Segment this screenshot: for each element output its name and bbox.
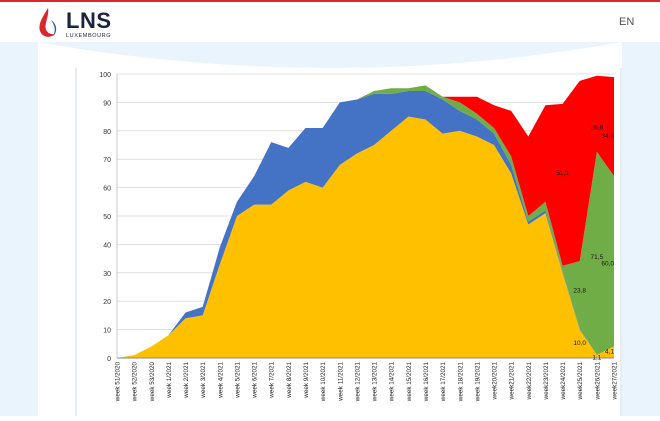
x-tick-label: week 2/2021 [183,362,190,399]
area-4472c4-series [117,91,614,358]
x-tick-label: week 13/2021 [372,362,379,403]
x-tick-label: week22/2021 [526,362,533,401]
x-tick-label: week 18/2021 [457,362,464,403]
x-tick-label: week25/2021 [577,362,584,401]
area-ffc000-series [117,116,614,358]
x-tick-label: week26/2021 [594,362,601,401]
x-tick-label: week 12/2021 [354,362,361,403]
x-tick-label: week21/2021 [509,362,516,401]
logo-subtitle: LUXEMBOURG [66,33,112,39]
y-tick-label: 0 [107,356,111,363]
x-tick-label: week 17/2021 [440,362,447,403]
x-tick-labels: week 51/2020 week 52/2020 week 53/2020 week… [115,362,619,403]
data-label: 60,0 [601,261,614,268]
chart-container: 0 10 20 30 40 50 60 70 80 90 100 week 51/2020 week … [38,42,622,416]
y-tick-labels: 0 10 20 30 40 50 60 70 80 90 100 [99,72,111,363]
x-tick-label: week23/2021 [543,362,550,401]
data-labels: 51,1 26,8 34,8 71,560,0 23,8 10,0 1,1 4,1 [556,124,614,361]
drop-logo-icon [39,8,57,37]
logo-text: LNS [66,8,112,33]
x-tick-label: week 4/2021 [217,362,224,399]
data-label: 51,1 [556,170,569,177]
data-label: 34,8 [601,133,614,140]
x-tick-label: week 15/2021 [406,362,413,403]
x-tick-label: week 3/2021 [200,362,207,399]
data-label: 23,8 [573,288,586,295]
y-tick-label: 90 [103,100,111,107]
x-tick-label: week 16/2021 [423,362,430,403]
y-tick-label: 100 [99,72,111,79]
x-tick-label: week 53/2020 [149,362,156,403]
x-tick-label: week 11/2021 [337,362,344,402]
lns-logo[interactable]: LNS LUXEMBOURG [36,6,116,42]
x-tick-label: week27/2021 [612,362,619,401]
x-tick-label: week 51/2020 [115,362,122,403]
data-label: 71,5 [591,254,604,261]
right-panel [622,42,660,416]
x-tick-label: week24/2021 [560,362,567,401]
x-tick-label: week 19/2021 [474,362,481,403]
data-label: 4,1 [605,349,614,356]
y-tick-label: 50 [103,214,111,221]
y-tick-label: 80 [103,129,111,136]
y-tick-label: 40 [103,242,111,249]
x-tick-label: week 10/2021 [320,362,327,403]
x-tick-label: week 14/2021 [389,362,396,403]
data-label: 10,0 [573,340,586,347]
x-tick-label: week 5/2021 [234,362,241,399]
chart-top-curve [38,42,622,68]
area-ff0000-series [117,75,614,359]
x-tick-label: week 8/2021 [286,362,293,399]
x-tick-label: week 7/2021 [269,362,276,399]
site-header: LNS LUXEMBOURG EN [0,2,660,42]
y-tick-label: 10 [103,328,111,335]
top-accent-bar [0,0,660,2]
chart-top-band [118,68,622,78]
x-tick-label: week 6/2021 [252,362,259,399]
x-tick-label: week20/2021 [492,362,499,401]
area-series [117,75,614,359]
data-label: 1,1 [592,354,601,361]
axes [116,74,614,359]
x-tick-label: week 9/2021 [303,362,310,399]
y-tick-label: 60 [103,186,111,193]
y-tick-label: 70 [103,157,111,164]
x-tick-label: week 52/2020 [132,362,139,403]
y-tick-label: 30 [103,271,111,278]
language-switch[interactable]: EN [619,16,635,28]
x-tick-label: week 1/2021 [166,362,173,399]
data-label: 26,8 [591,124,604,131]
y-tick-label: 20 [103,299,111,306]
left-panel [0,42,38,416]
